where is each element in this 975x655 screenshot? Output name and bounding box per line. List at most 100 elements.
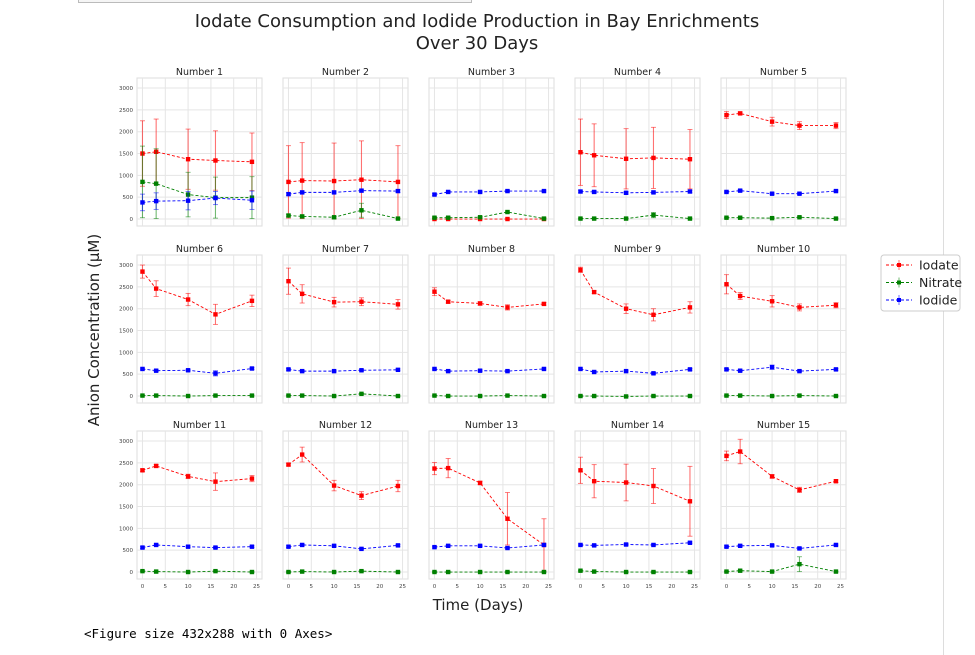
data-point — [331, 215, 337, 220]
y-tick-label: 1500 — [119, 505, 133, 511]
series-iodate — [723, 438, 839, 494]
data-point — [724, 215, 729, 220]
plot-area — [720, 77, 847, 227]
x-axis-label: Time (Days) — [432, 596, 524, 614]
data-point — [331, 543, 337, 549]
data-point — [153, 393, 159, 398]
data-point — [299, 542, 305, 548]
subplot-7: Number 7 — [282, 244, 409, 404]
plot-area — [428, 430, 555, 580]
data-point — [591, 289, 597, 295]
subplot-15: 0 5 10 15 20 25 Number 15 — [720, 420, 847, 590]
x-tick-label: 15 — [791, 584, 798, 590]
subplot-title: Number 14 — [611, 420, 664, 431]
x-tick-label: 0 — [725, 584, 729, 590]
data-point — [359, 177, 364, 182]
series-iodide — [139, 190, 255, 212]
data-point — [359, 493, 364, 498]
subplot-title: Number 9 — [614, 244, 661, 255]
series-iodate — [139, 264, 255, 325]
data-point — [724, 393, 729, 398]
data-point — [185, 393, 191, 399]
x-tick-label: 20 — [814, 584, 821, 590]
data-point — [769, 215, 775, 221]
series-nitrate — [431, 209, 547, 221]
data-point — [724, 544, 729, 549]
series-iodate — [723, 111, 839, 130]
series-iodide — [431, 366, 547, 374]
data-point — [769, 474, 775, 479]
data-point — [623, 190, 629, 196]
series-nitrate — [285, 202, 401, 221]
data-point — [833, 393, 839, 399]
data-point — [833, 542, 839, 548]
data-point — [153, 181, 159, 186]
data-point — [359, 208, 364, 213]
x-tick-label: 5 — [164, 584, 168, 590]
data-point — [623, 368, 629, 374]
series-iodide — [577, 189, 693, 196]
data-point — [359, 299, 364, 304]
data-point — [833, 216, 839, 221]
data-point — [249, 476, 255, 481]
data-point — [737, 293, 743, 299]
legend-item-nitrate: Nitrate — [886, 275, 962, 290]
plot-area — [282, 254, 409, 404]
subplot-title: Number 3 — [468, 67, 515, 78]
data-point — [432, 466, 437, 471]
y-tick-label: 2000 — [119, 307, 133, 313]
x-tick-label: 10 — [185, 584, 192, 590]
figure: Iodate Consumption and Iodide Production… — [85, 11, 962, 614]
data-point — [299, 368, 305, 374]
data-point — [737, 368, 743, 373]
data-point — [651, 190, 656, 195]
series-iodate — [577, 118, 693, 190]
data-point — [299, 190, 305, 195]
data-point — [395, 569, 401, 575]
plot-area — [720, 430, 847, 580]
data-point — [445, 189, 451, 195]
subplot-title: Number 10 — [757, 244, 810, 255]
subplot-title: Number 2 — [322, 67, 369, 78]
data-point — [541, 569, 547, 575]
x-tick-label: 0 — [287, 584, 291, 590]
x-tick-label: 20 — [668, 584, 675, 590]
data-point — [153, 286, 159, 291]
series-iodide — [431, 542, 547, 551]
data-point — [331, 190, 337, 195]
series-iodide — [577, 540, 693, 548]
data-point — [213, 371, 218, 376]
data-point — [477, 480, 483, 486]
data-point — [185, 474, 191, 479]
data-point — [213, 568, 218, 574]
data-point — [591, 369, 597, 375]
data-point — [395, 216, 401, 221]
data-point — [687, 189, 693, 194]
x-tick-label: 15 — [207, 584, 214, 590]
y-tick-label: 1000 — [119, 526, 133, 532]
data-point — [213, 158, 218, 163]
data-point — [153, 542, 159, 548]
subplot-title: Number 6 — [176, 244, 223, 255]
subplot-4: Number 4 — [574, 67, 701, 227]
data-point — [432, 192, 437, 197]
data-point — [432, 366, 437, 372]
data-point — [445, 393, 451, 399]
data-point — [185, 368, 191, 373]
y-tick-label: 0 — [130, 217, 134, 223]
data-point — [737, 543, 743, 549]
data-point — [432, 393, 437, 398]
data-point — [140, 568, 145, 574]
data-point — [651, 312, 656, 318]
data-point — [724, 112, 729, 118]
data-point — [769, 543, 775, 548]
series-nitrate — [285, 391, 401, 399]
x-tick-label: 20 — [522, 584, 529, 590]
data-point — [737, 568, 743, 573]
data-point — [359, 188, 364, 193]
data-point — [395, 179, 401, 185]
data-point — [769, 119, 775, 124]
y-tick-label: 1500 — [119, 152, 133, 158]
data-point — [249, 544, 255, 549]
data-point — [591, 189, 597, 195]
